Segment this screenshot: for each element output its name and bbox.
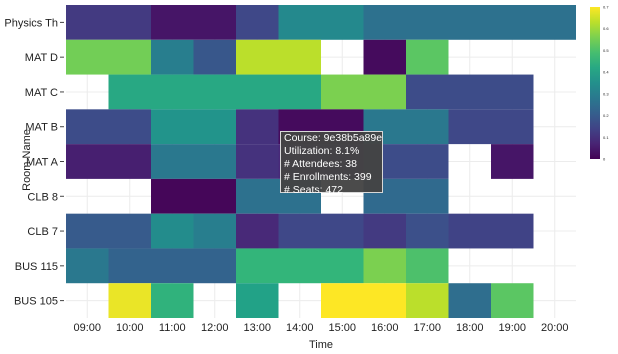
hover-tooltip: Course: 9e38b5a89e Utilization: 8.1% # A… [280,131,383,193]
heatmap-cell [321,75,406,110]
heatmap-cell [236,248,364,283]
heatmap-cell [66,109,151,144]
x-axis-title: Time [309,339,333,351]
heatmap-cell [236,5,279,40]
x-tick-label: 19:00 [498,322,526,334]
heatmap-cell [66,40,151,75]
heatmap-cell [406,75,534,110]
y-axis-title: Room Name [21,129,33,191]
heatmap-cell [449,109,534,144]
heatmap-cell [151,5,236,40]
x-tick-label: 11:00 [159,322,186,334]
x-tick-label: 16:00 [371,322,399,334]
heatmap-cell [66,214,151,249]
heatmap-cell [364,5,577,40]
colorbar-tick-label: 0.1 [603,135,609,140]
heatmap-cell [406,40,449,75]
heatmap-cell [491,144,534,179]
y-tick-label: MAT C [25,87,58,99]
heatmap-cell [151,179,236,214]
heatmap-cell [194,214,237,249]
heatmap-cell [406,248,449,283]
heatmap-cell [236,144,279,179]
heatmap-cell [194,40,237,75]
tooltip-seats: # Seats: 472 [284,184,379,197]
y-tick-label: BUS 105 [14,296,58,308]
heatmap-cell [406,283,449,318]
x-tick-label: 17:00 [413,322,441,334]
x-tick-label: 12:00 [201,322,229,334]
x-tick-label: 18:00 [456,322,484,334]
heatmap-cell [151,40,194,75]
heatmap-cell [406,214,449,249]
colorbar-tick-label: 0.5 [603,48,609,53]
tooltip-attendees: # Attendees: 38 [284,158,379,171]
y-tick-label: BUS 115 [15,261,58,273]
colorbar-tick-label: 0.4 [603,70,609,75]
colorbar-tick-label: 0.7 [603,5,609,10]
colorbar-tick-label: 0.2 [603,113,609,118]
heatmap-cell [364,248,407,283]
x-tick-label: 15:00 [328,322,356,334]
heatmap-cell [109,248,237,283]
heatmap-cell [66,144,151,179]
tooltip-course: Course: 9e38b5a89e [284,132,379,145]
x-tick-label: 10:00 [116,322,144,334]
heatmap-cell [151,214,194,249]
heatmap-cell [236,109,279,144]
heatmap-cell [491,283,534,318]
x-axis-ticks: 09:00 10:00 11:00 12:00 13:00 14:00 15:00 16:00… [73,322,568,334]
heatmap-cell [236,214,279,249]
heatmap-cell [364,214,407,249]
heatmap-cell [449,214,534,249]
y-tick-label: CLB 7 [27,226,58,238]
heatmap-cell [364,40,407,75]
heatmap-cell [109,283,152,318]
colorbar-tick-label: 0 [603,157,606,162]
y-tick-label: MAT D [25,52,58,64]
heatmap-cell [66,5,151,40]
colorbar [590,7,600,159]
tooltip-utilization: Utilization: 8.1% [284,145,379,158]
heatmap-cell [279,5,364,40]
heatmap-cell [449,283,492,318]
x-tick-label: 20:00 [541,322,569,334]
heatmap-cell [151,109,236,144]
heatmap-cell [279,214,364,249]
heatmap-cell [66,248,109,283]
heatmap-cell [321,283,406,318]
colorbar-ticks: 0 0.1 0.2 0.3 0.4 0.5 0.6 0.7 [603,5,609,162]
tooltip-enrollments: # Enrollments: 399 [284,171,379,184]
x-tick-label: 09:00 [73,322,101,334]
x-tick-label: 14:00 [286,322,314,334]
colorbar-tick-label: 0.6 [603,26,609,31]
heatmap-cell [236,283,279,318]
y-tick-label: CLB 8 [27,191,58,203]
x-tick-label: 13:00 [243,322,271,334]
colorbar-tick-label: 0.3 [603,91,609,96]
heatmap-cell [151,144,236,179]
heatmap-cell [109,75,322,110]
y-tick-label: Physics Th [4,17,58,29]
heatmap-cell [151,283,194,318]
heatmap-cell [236,40,321,75]
